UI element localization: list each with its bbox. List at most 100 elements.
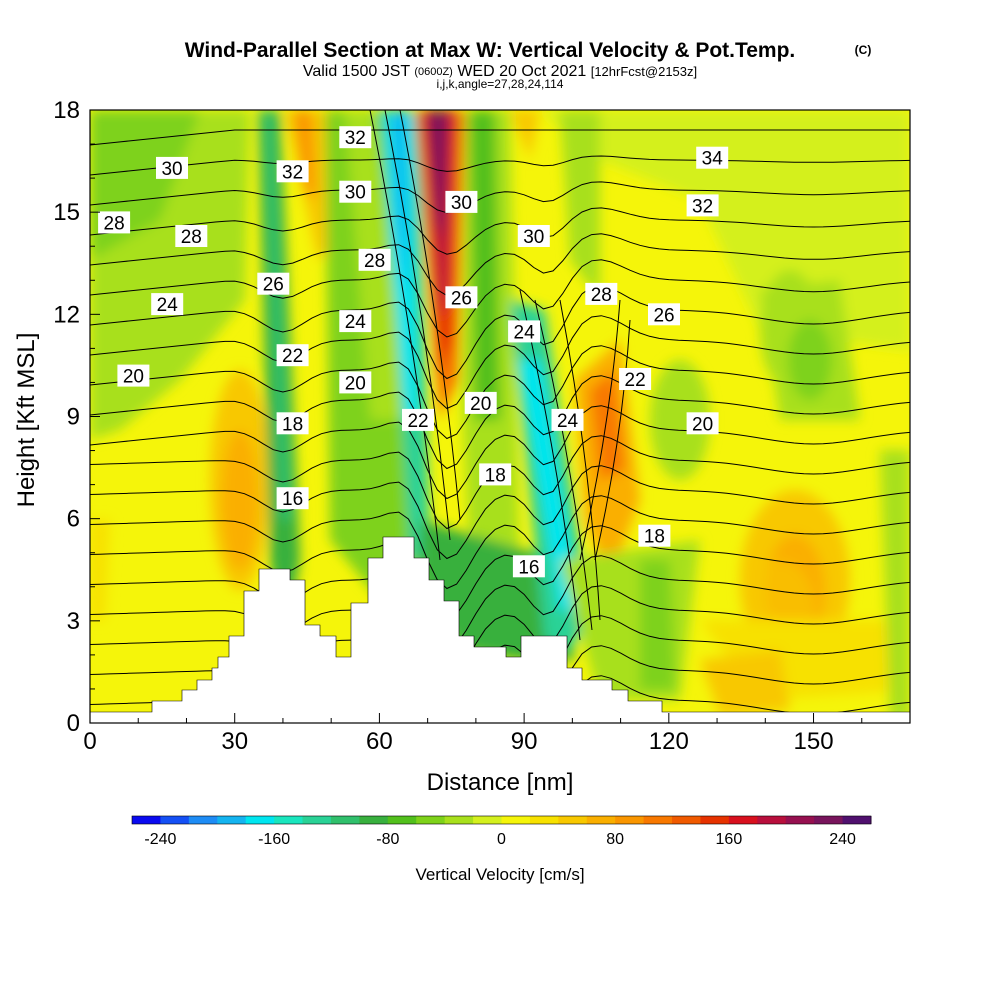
contour-label-box — [445, 190, 478, 213]
contour-label-box — [257, 272, 290, 295]
contour-label-box — [686, 194, 719, 217]
contour-label-box — [339, 126, 372, 149]
colorbar-swatch — [245, 816, 275, 824]
contour-label: 18 — [638, 524, 671, 548]
contour-label-text: 32 — [345, 128, 366, 149]
colorbar-swatch — [330, 816, 360, 824]
contour-label: 16 — [276, 487, 309, 510]
theta-contour-line — [579, 299, 621, 561]
y-tick-label: 6 — [67, 506, 80, 533]
y-tick-label: 9 — [67, 404, 80, 431]
colorbar-swatch — [700, 816, 730, 824]
contour-label-box — [464, 391, 497, 414]
x-tick-label: 150 — [794, 728, 834, 755]
contour-label-text: 24 — [345, 312, 367, 333]
theta-contour-line — [90, 405, 910, 500]
colorbar-swatch — [444, 816, 474, 824]
contour-label-box — [508, 320, 541, 343]
contour-label: 32 — [339, 126, 372, 149]
contour-label-text: 24 — [157, 295, 179, 316]
theta-contour-line — [90, 259, 910, 338]
contour-label: 24 — [551, 408, 584, 432]
contour-label-text: 20 — [470, 394, 491, 415]
colorbar-swatch — [757, 816, 787, 824]
contour-label-box — [512, 555, 545, 578]
subtitle-valid: Valid 1500 JST — [303, 63, 411, 80]
contour-label-box — [339, 371, 372, 394]
theta-contour-line — [90, 181, 910, 214]
x-tick-label: 60 — [366, 728, 393, 755]
x-tick-label: 30 — [221, 728, 248, 755]
contour-label-text: 18 — [282, 414, 303, 435]
colorbar-tick-label: 240 — [829, 831, 856, 848]
contour-label-text: 26 — [451, 288, 472, 309]
colorbar-swatch — [132, 816, 161, 824]
contour-label-box — [151, 293, 184, 316]
contour-label-text: 22 — [407, 411, 428, 432]
contour-label: 18 — [276, 412, 309, 435]
colorbar-swatch — [501, 816, 531, 824]
contour-label: 20 — [117, 364, 150, 388]
colorbar-swatch — [586, 816, 616, 824]
contour-label: 34 — [696, 146, 729, 170]
title-text: Wind-Parallel Section at Max W: Vertical… — [185, 39, 796, 62]
contour-label-text: 28 — [104, 213, 125, 234]
axis-ticks: 0 30 60 90 120 150 0 3 6 9 12 15 18 — [53, 97, 911, 755]
contour-label-box — [445, 286, 478, 309]
contour-label: 28 — [175, 225, 208, 248]
colorbar-swatch — [387, 816, 417, 824]
contour-label-box — [358, 248, 391, 271]
subtitle-utc: (0600Z) — [414, 66, 453, 78]
contour-label: 26 — [445, 286, 478, 309]
y-tick-label: 18 — [53, 97, 80, 124]
colorbar-swatch — [643, 816, 673, 824]
contour-label-box — [551, 408, 584, 431]
colorbar-swatch — [785, 816, 815, 824]
colorbar-swatch — [160, 816, 190, 824]
contour-label-text: 32 — [692, 196, 713, 217]
theta-contour-line — [384, 110, 451, 541]
terrain — [90, 536, 910, 723]
contour-label: 22 — [402, 408, 434, 432]
contour-label: 22 — [276, 344, 309, 367]
contour-label-box — [479, 463, 512, 486]
contour-label: 16 — [512, 555, 545, 578]
contour-label-box — [517, 225, 550, 247]
colorbar-swatch — [416, 816, 446, 824]
contour-label-box — [276, 487, 309, 510]
contour-label-box — [339, 180, 372, 203]
x-tick-label: 0 — [83, 728, 96, 755]
theta-contour-line — [90, 465, 910, 560]
theta-contour-line — [559, 299, 601, 621]
contour-label-text: 20 — [345, 373, 366, 394]
contour-label: 28 — [98, 211, 131, 234]
contour-label-text: 20 — [692, 414, 713, 435]
contour-label-box — [276, 412, 309, 435]
contour-label-box — [696, 146, 729, 169]
contour-label-text: 20 — [123, 367, 144, 388]
contour-label-box — [117, 364, 150, 387]
y-tick-label: 3 — [67, 608, 80, 635]
theta-contour-line — [90, 129, 910, 146]
colorbar-swatch — [217, 816, 247, 824]
theta-contour-line — [399, 110, 461, 521]
contour-label-text: 30 — [345, 183, 366, 204]
contour-label-text: 18 — [485, 465, 506, 486]
contour-label-text: 16 — [518, 557, 539, 578]
colorbar-swatch — [302, 816, 332, 824]
contour-label-box — [156, 156, 188, 179]
theta-contour-line — [90, 315, 910, 410]
contour-label-box — [585, 282, 618, 305]
colorbar-tick-label: 0 — [497, 831, 506, 848]
colorbar-swatch — [615, 816, 645, 824]
colorbar-swatch — [529, 816, 559, 824]
theta-contour-line — [90, 233, 910, 297]
contour-label: 28 — [585, 282, 618, 306]
contour-label: 24 — [339, 310, 372, 333]
contour-label: 32 — [276, 160, 309, 183]
theta-contour-line — [90, 525, 910, 620]
colorbar-swatch — [188, 816, 218, 824]
colorbar-swatch — [842, 816, 872, 824]
contour-label: 26 — [257, 272, 290, 296]
contour-labels: 30 28 28 26 24 20 32 32 30 28 24 22 20 18 16 30 26 22 20 18… — [98, 126, 729, 578]
